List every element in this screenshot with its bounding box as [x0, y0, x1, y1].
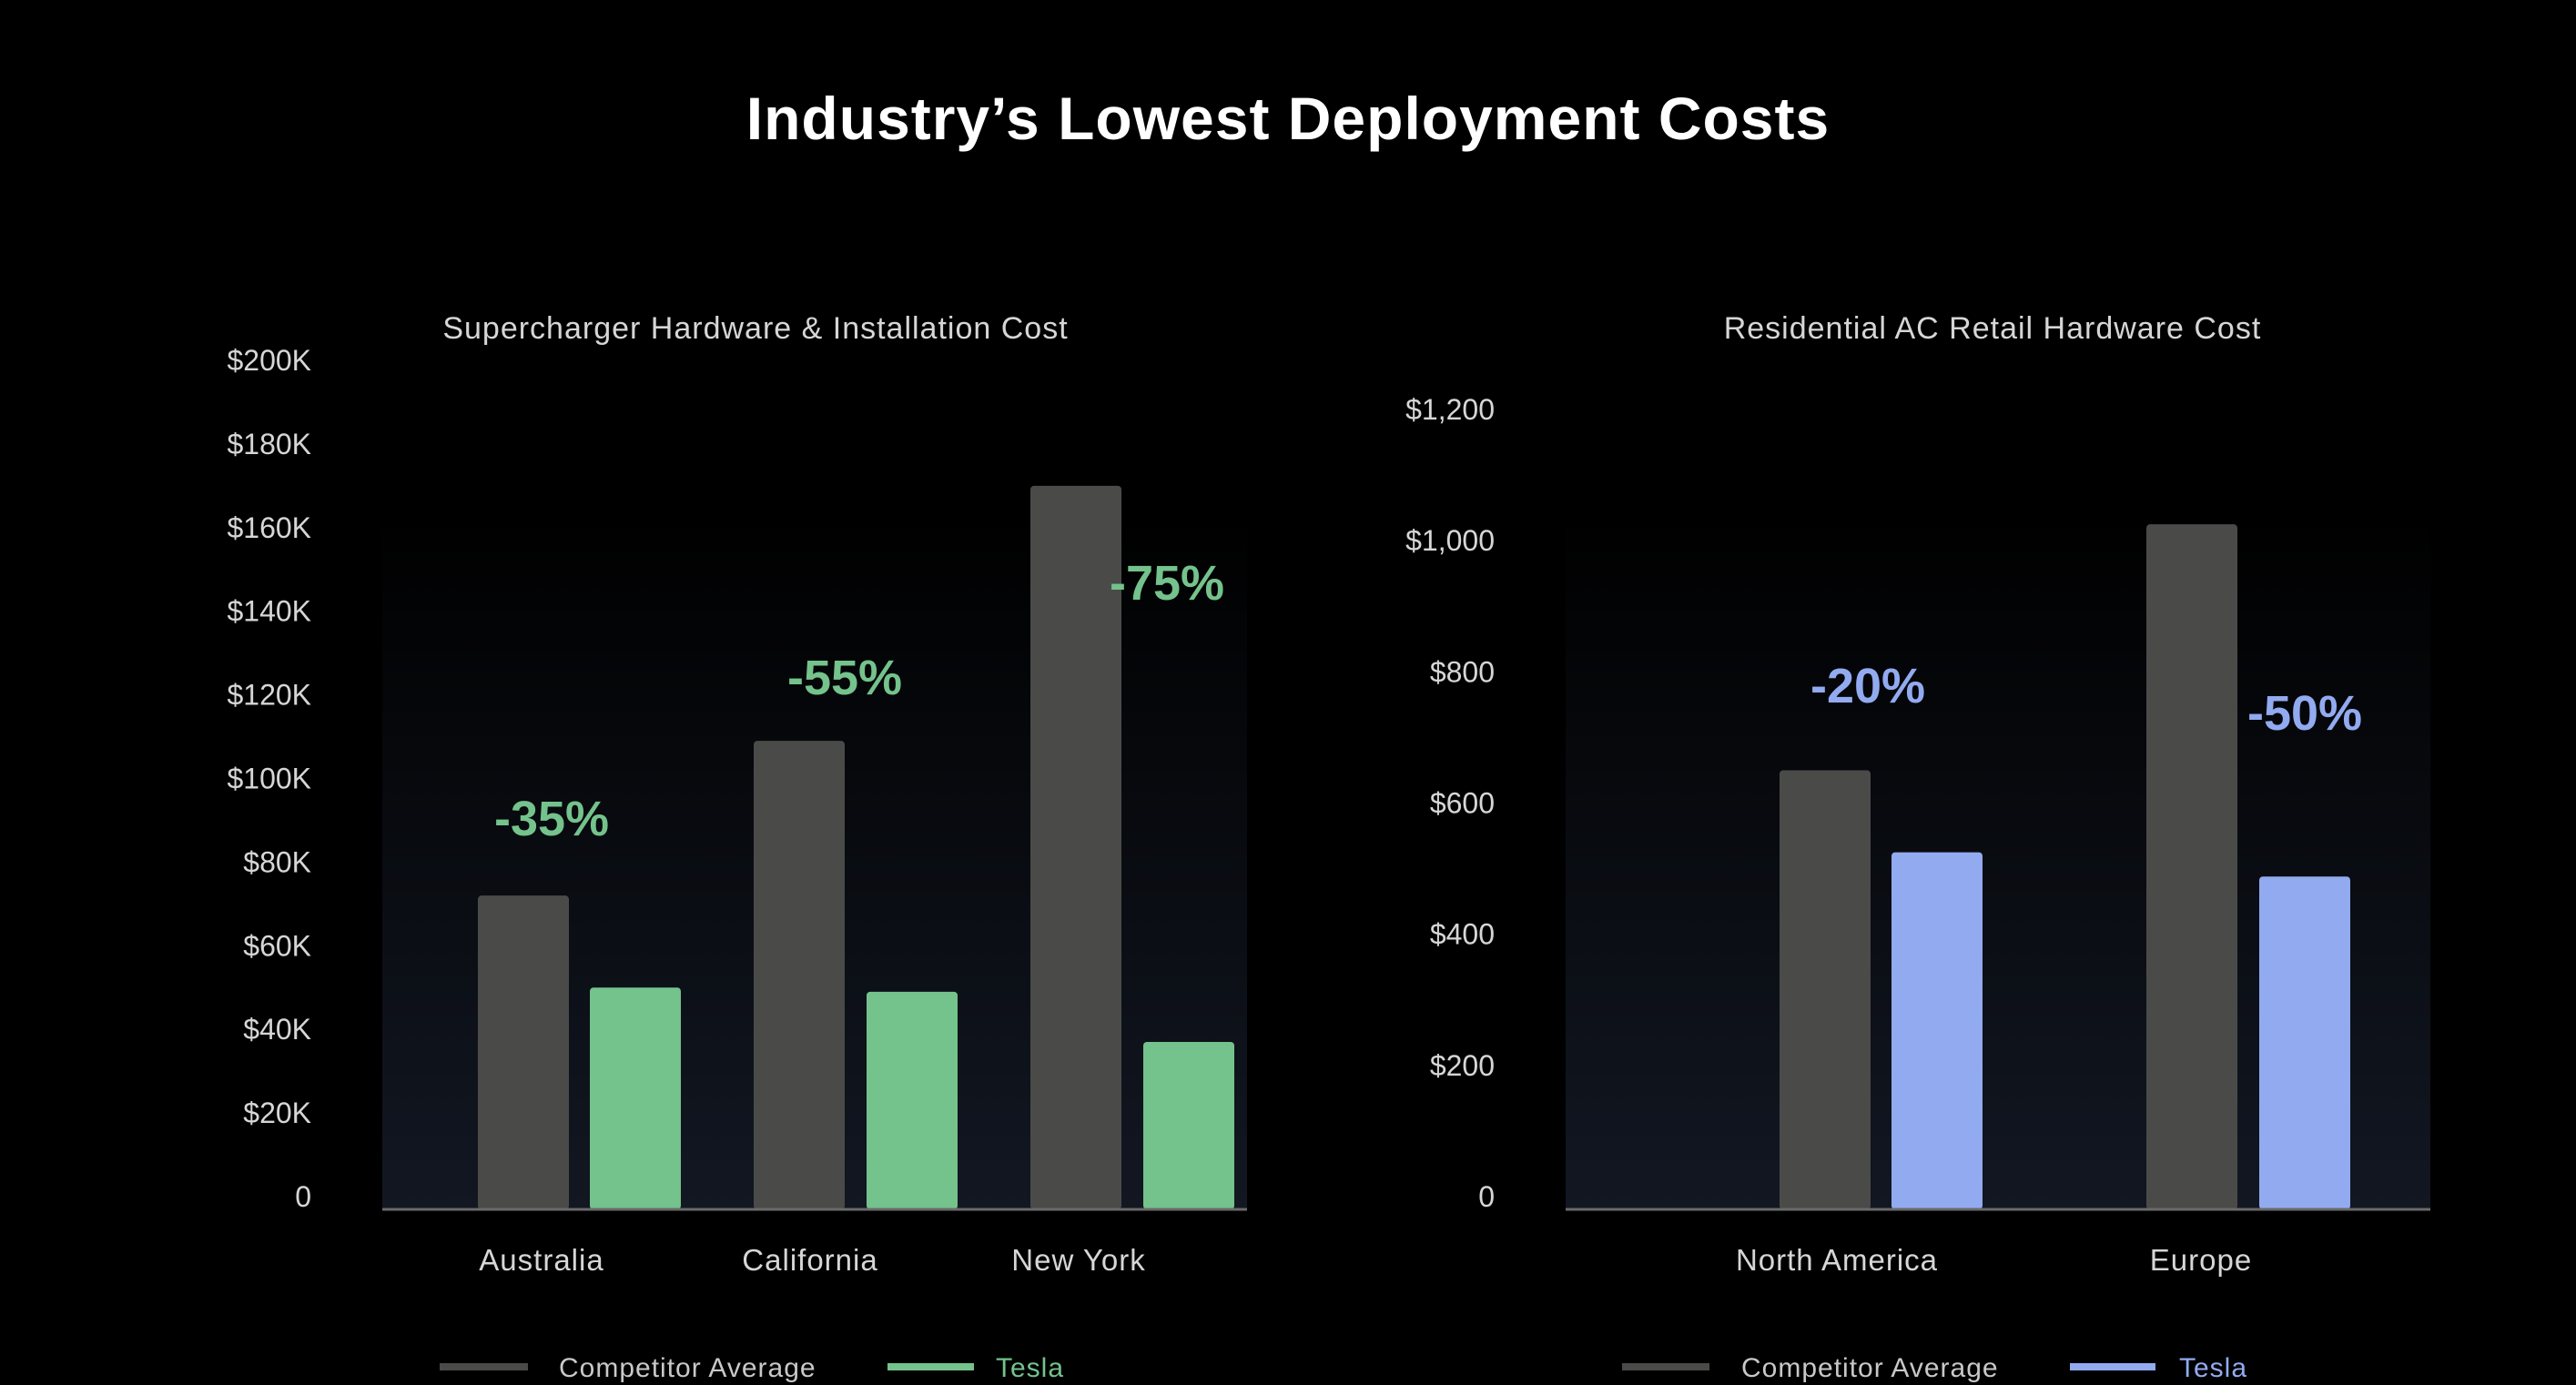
y-tick-label: $60K: [243, 929, 311, 962]
category-label: Australia: [479, 1243, 603, 1277]
legend-competitor-label: Competitor Average: [1741, 1353, 1999, 1383]
chart-title: Residential AC Retail Hardware Cost: [1724, 311, 2262, 346]
slide-title: Industry’s Lowest Deployment Costs: [745, 85, 1831, 152]
bar-tesla-california: [867, 991, 958, 1209]
bar-competitor-north-america: [1780, 770, 1871, 1209]
y-tick-label: $200K: [227, 344, 311, 377]
bars: [1780, 524, 2350, 1209]
bar-tesla-north-america: [1891, 852, 1983, 1209]
y-tick-label: $200: [1430, 1049, 1495, 1082]
percent-reduction-label: -75%: [1110, 556, 1224, 611]
bar-competitor-europe: [2146, 524, 2237, 1209]
category-label: Europe: [2150, 1243, 2252, 1277]
percent-annotations: -20% -50%: [1810, 659, 2362, 741]
bar-tesla-europe: [2259, 876, 2350, 1209]
percent-reduction-label: -55%: [787, 651, 902, 705]
legend-tesla-label: Tesla: [2179, 1353, 2247, 1383]
y-tick-label: $800: [1430, 655, 1495, 688]
bar-competitor-new-york: [1030, 485, 1121, 1209]
category-label: North America: [1736, 1243, 1938, 1277]
y-tick-label: $100K: [227, 763, 311, 795]
residential-ac-cost-chart: Residential AC Retail Hardware Cost 0 $20…: [1405, 311, 2430, 1383]
legend: Competitor Average Tesla: [1622, 1353, 2247, 1383]
y-tick-label: 0: [1478, 1180, 1495, 1213]
supercharger-cost-chart: Supercharger Hardware & Installation Cos…: [227, 311, 1247, 1383]
y-tick-label: $400: [1430, 918, 1495, 951]
legend-competitor-label: Competitor Average: [559, 1353, 816, 1383]
bar-tesla-australia: [590, 987, 681, 1209]
y-tick-label: $1,000: [1405, 524, 1495, 557]
y-tick-label: $180K: [227, 428, 311, 460]
y-tick-label: $40K: [243, 1013, 311, 1046]
y-tick-label: $20K: [243, 1097, 311, 1129]
y-tick-label: $1,200: [1405, 393, 1495, 426]
bar-competitor-california: [754, 741, 845, 1209]
bar-competitor-australia: [478, 895, 569, 1209]
y-axis-ticks: 0 $200 $400 $600 $800 $1,000 $1,200: [1405, 393, 1495, 1213]
legend: Competitor Average Tesla: [440, 1353, 1064, 1383]
y-tick-label: $160K: [227, 511, 311, 544]
category-labels: Australia California New York: [479, 1243, 1145, 1277]
category-label: New York: [1011, 1243, 1145, 1277]
legend-tesla-label: Tesla: [996, 1353, 1064, 1383]
percent-reduction-label: -50%: [2247, 686, 2362, 741]
y-tick-label: $600: [1430, 787, 1495, 820]
percent-annotations: -35% -55% -75%: [494, 556, 1224, 846]
y-axis-ticks: 0 $20K $40K $60K $80K $100K $120K $140K $160K $18…: [227, 344, 311, 1213]
category-labels: North America Europe: [1736, 1243, 2252, 1277]
category-label: California: [742, 1243, 877, 1277]
y-tick-label: 0: [295, 1180, 311, 1213]
y-tick-label: $80K: [243, 845, 311, 878]
percent-reduction-label: -35%: [494, 792, 609, 846]
y-tick-label: $120K: [227, 679, 311, 712]
percent-reduction-label: -20%: [1810, 659, 1925, 713]
bar-tesla-new-york: [1143, 1041, 1234, 1209]
bars: [478, 485, 1234, 1209]
y-tick-label: $140K: [227, 595, 311, 628]
chart-title: Supercharger Hardware & Installation Cos…: [442, 311, 1068, 346]
